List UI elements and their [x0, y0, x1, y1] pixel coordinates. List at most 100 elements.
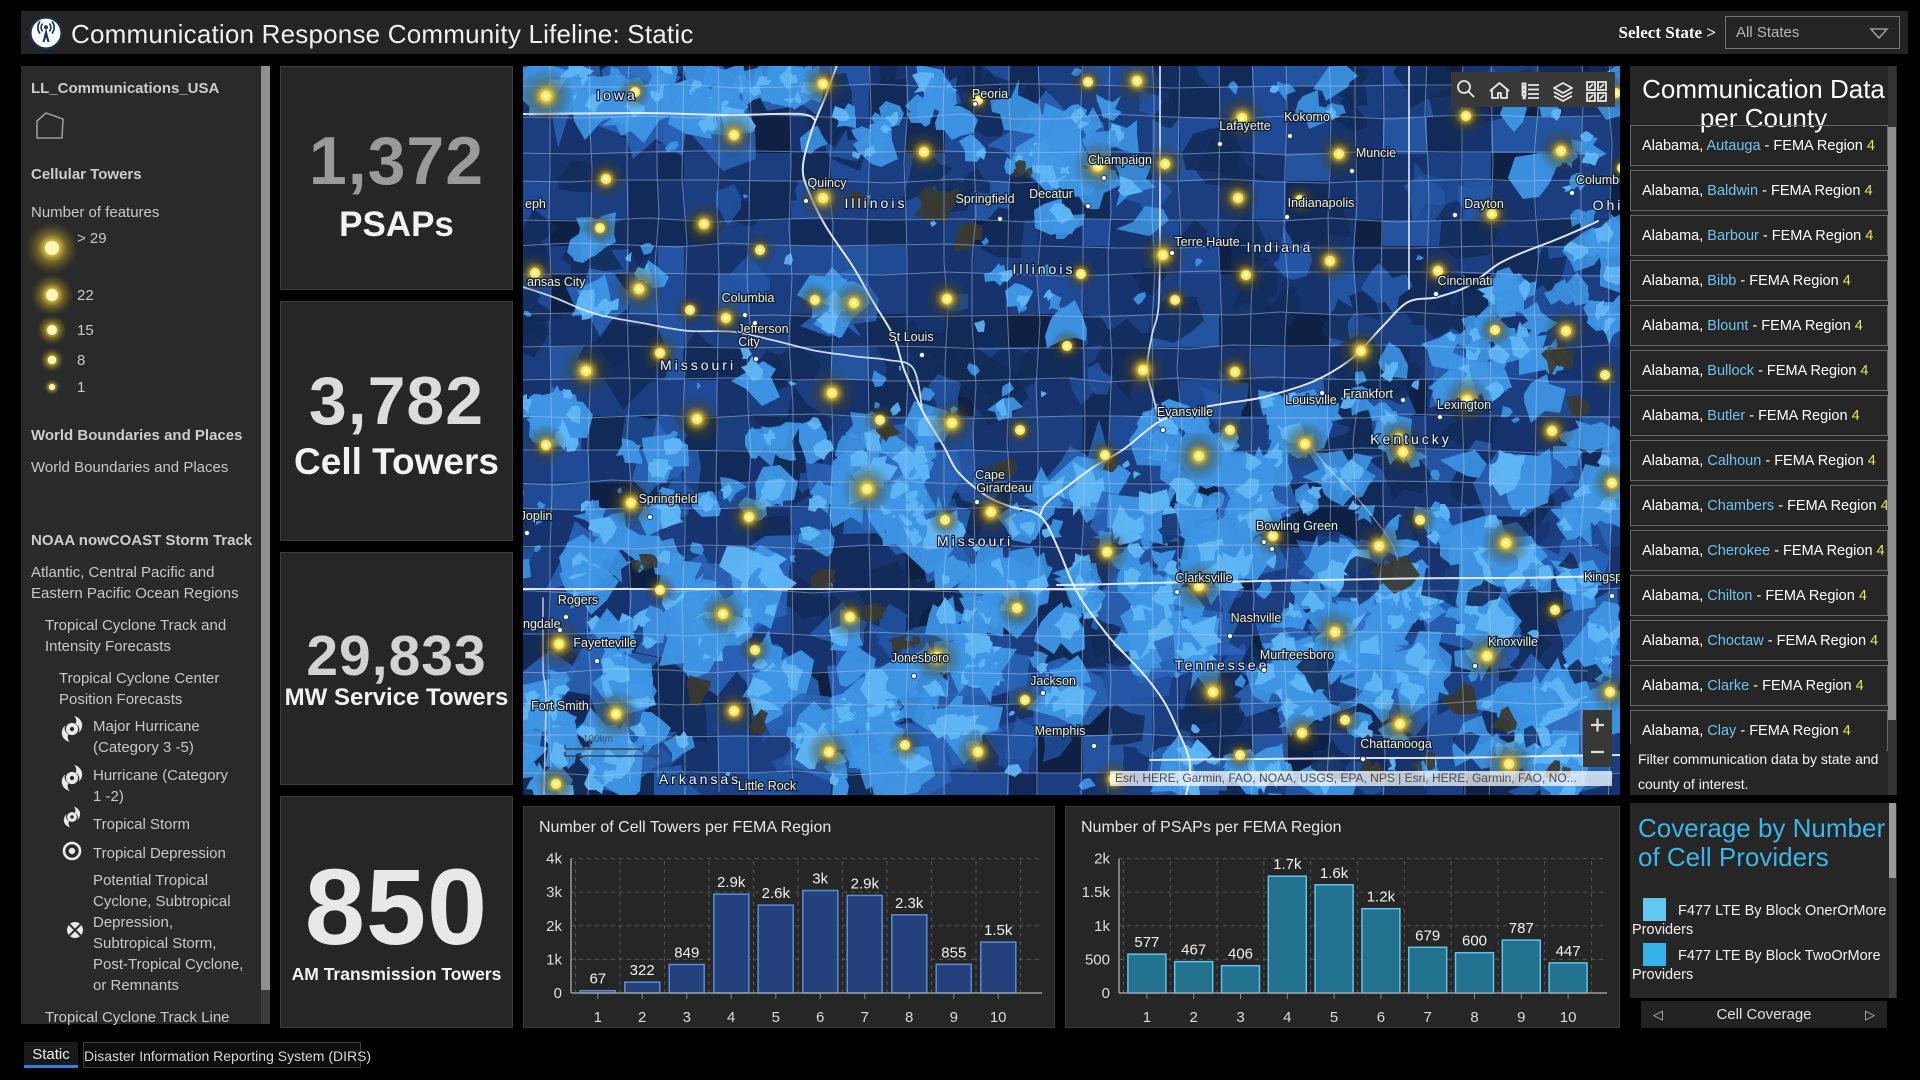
svg-text:ansas City: ansas City [527, 275, 586, 289]
svg-text:0: 0 [554, 985, 562, 1002]
svg-text:9: 9 [1517, 1009, 1525, 1026]
svg-text:787: 787 [1509, 920, 1534, 937]
svg-text:10: 10 [1560, 1009, 1577, 1026]
svg-text:2.3k: 2.3k [895, 895, 924, 912]
svg-text:3: 3 [683, 1009, 691, 1026]
svg-text:Knoxville: Knoxville [1488, 635, 1538, 649]
svg-text:8: 8 [905, 1009, 913, 1026]
svg-text:406: 406 [1228, 946, 1253, 963]
svg-text:2k: 2k [1094, 851, 1110, 868]
svg-text:100km: 100km [583, 734, 613, 745]
svg-text:Girardeau: Girardeau [976, 481, 1032, 495]
svg-text:St Louis: St Louis [888, 330, 933, 344]
svg-text:Nashville: Nashville [1231, 611, 1282, 625]
svg-text:Missouri: Missouri [660, 357, 736, 373]
svg-text:Missouri: Missouri [937, 533, 1013, 549]
svg-text:447: 447 [1556, 943, 1581, 960]
svg-text:1.2k: 1.2k [1367, 889, 1396, 906]
svg-text:Dayton: Dayton [1464, 197, 1504, 211]
svg-text:Champaign: Champaign [1088, 153, 1152, 167]
svg-text:Illinois: Illinois [1013, 261, 1076, 277]
svg-text:Tennessee: Tennessee [1175, 657, 1270, 673]
svg-text:Frankfort: Frankfort [1343, 387, 1394, 401]
svg-text:Fort Smith: Fort Smith [531, 699, 589, 713]
svg-text:Joplin: Joplin [523, 509, 552, 523]
svg-text:Cape: Cape [975, 468, 1005, 482]
svg-text:Indianapolis: Indianapolis [1288, 196, 1355, 210]
svg-text:1.5k: 1.5k [1082, 884, 1111, 901]
svg-text:2.9k: 2.9k [717, 874, 746, 891]
svg-text:Bowling Green: Bowling Green [1256, 519, 1338, 533]
svg-text:4k: 4k [546, 851, 562, 868]
svg-text:Fayetteville: Fayetteville [573, 636, 636, 650]
svg-text:5: 5 [1330, 1009, 1338, 1026]
svg-text:Jefferson: Jefferson [737, 322, 788, 336]
svg-text:4: 4 [727, 1009, 735, 1026]
svg-text:3: 3 [1236, 1009, 1244, 1026]
svg-text:0: 0 [1102, 985, 1110, 1002]
svg-text:1k: 1k [546, 951, 562, 968]
svg-text:1.5k: 1.5k [984, 922, 1013, 939]
svg-text:Lexington: Lexington [1437, 398, 1491, 412]
svg-text:Jonesboro: Jonesboro [891, 651, 949, 665]
svg-text:Little Rock: Little Rock [738, 779, 797, 793]
svg-text:Memphis: Memphis [1035, 724, 1086, 738]
svg-text:Jackson: Jackson [1030, 674, 1076, 688]
svg-text:2.9k: 2.9k [851, 875, 880, 892]
svg-text:500: 500 [1085, 951, 1110, 968]
svg-text:467: 467 [1181, 942, 1206, 959]
svg-text:6: 6 [1377, 1009, 1385, 1026]
svg-text:1: 1 [594, 1009, 602, 1026]
svg-text:Columbia: Columbia [722, 291, 775, 305]
svg-text:Illinois: Illinois [845, 195, 908, 211]
svg-text:8: 8 [1470, 1009, 1478, 1026]
svg-text:1k: 1k [1094, 918, 1110, 935]
svg-text:1: 1 [1143, 1009, 1151, 1026]
svg-text:6: 6 [816, 1009, 824, 1026]
svg-text:10: 10 [990, 1009, 1007, 1026]
svg-text:Kingsp: Kingsp [1584, 570, 1620, 584]
svg-text:7: 7 [1424, 1009, 1432, 1026]
svg-text:1.6k: 1.6k [1320, 865, 1349, 882]
svg-text:Peoria: Peoria [972, 87, 1008, 101]
svg-text:Decatur: Decatur [1029, 187, 1073, 201]
svg-text:Louisville: Louisville [1285, 393, 1336, 407]
svg-text:855: 855 [941, 944, 966, 961]
svg-text:2: 2 [1190, 1009, 1198, 1026]
svg-text:Arkansas: Arkansas [659, 771, 741, 787]
svg-text:2: 2 [638, 1009, 646, 1026]
svg-text:577: 577 [1134, 934, 1159, 951]
svg-text:5: 5 [772, 1009, 780, 1026]
svg-text:Clarksville: Clarksville [1176, 571, 1233, 585]
svg-text:ngdale: ngdale [523, 617, 561, 631]
svg-text:Springfield: Springfield [638, 492, 697, 506]
svg-text:2k: 2k [546, 918, 562, 935]
svg-text:67: 67 [589, 971, 606, 988]
svg-text:Springfield: Springfield [955, 192, 1014, 206]
svg-text:Quincy: Quincy [808, 176, 848, 190]
svg-text:Lafayette: Lafayette [1219, 119, 1270, 133]
svg-text:849: 849 [674, 945, 699, 962]
svg-text:Murfreesboro: Murfreesboro [1260, 648, 1334, 662]
svg-text:Ohi: Ohi [1593, 197, 1620, 213]
svg-text:Evansville: Evansville [1157, 405, 1213, 419]
svg-text:9: 9 [950, 1009, 958, 1026]
svg-text:Chattanooga: Chattanooga [1360, 737, 1432, 751]
svg-text:eph: eph [525, 197, 546, 211]
svg-text:322: 322 [630, 962, 655, 979]
svg-text:600: 600 [1462, 933, 1487, 950]
svg-text:3k: 3k [812, 871, 828, 888]
svg-text:Indiana: Indiana [1247, 239, 1314, 255]
svg-text:Kokomo: Kokomo [1284, 110, 1330, 124]
svg-text:Cincinnati: Cincinnati [1438, 274, 1493, 288]
svg-text:3k: 3k [546, 884, 562, 901]
svg-text:1.7k: 1.7k [1273, 856, 1302, 873]
svg-text:Iowa: Iowa [596, 87, 638, 103]
svg-text:City: City [738, 335, 760, 349]
svg-text:Muncie: Muncie [1356, 146, 1396, 160]
svg-text:Terre Haute: Terre Haute [1174, 235, 1239, 249]
svg-text:7: 7 [861, 1009, 869, 1026]
svg-text:Kentucky: Kentucky [1370, 431, 1452, 447]
svg-text:679: 679 [1415, 927, 1440, 944]
svg-text:4: 4 [1283, 1009, 1291, 1026]
